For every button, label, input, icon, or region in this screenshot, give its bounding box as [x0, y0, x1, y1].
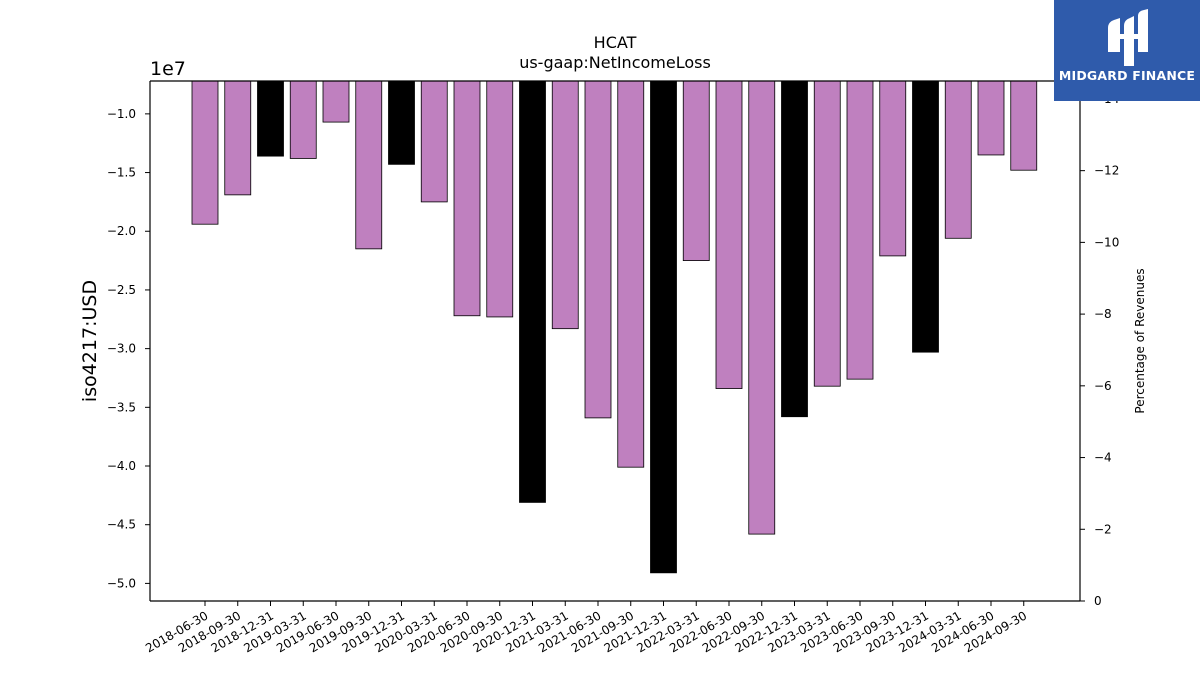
bar: [846, 80, 874, 380]
y2-tick-label: −2: [1094, 522, 1112, 536]
y2-axis-label: Percentage of Revenues: [1133, 268, 1147, 413]
brand-name: MIDGARD FINANCE: [1058, 68, 1196, 83]
y-tick-label: −5.0: [107, 576, 136, 590]
bar: [944, 80, 972, 239]
bar: [322, 80, 350, 123]
y-tick-label: −4.5: [107, 518, 136, 532]
bar: [682, 80, 710, 261]
bar: [551, 80, 579, 330]
y2-tick-label: −12: [1094, 164, 1119, 178]
bar: [1010, 80, 1038, 171]
bar: [813, 80, 841, 387]
y-tick-label: −4.0: [107, 459, 136, 473]
chart-subtitle: us-gaap:NetIncomeLoss: [519, 53, 711, 72]
bar: [453, 80, 481, 317]
y2-tick-label: −4: [1094, 451, 1112, 465]
y-tick-label: −3.0: [107, 342, 136, 356]
y-scale-label: 1e7: [150, 58, 186, 80]
bar: [519, 80, 546, 503]
bar: [420, 80, 448, 203]
bar: [617, 80, 645, 468]
midgard-logo-icon: [1108, 9, 1148, 66]
y2-ticks-group: 0−2−4−6−8−10−12−14: [1080, 92, 1119, 608]
bar: [879, 80, 907, 257]
y2-tick-label: −8: [1094, 307, 1112, 321]
bar: [191, 80, 219, 225]
brand-logo: MIDGARD FINANCE: [1054, 0, 1200, 101]
y2-tick-label: 0: [1094, 594, 1102, 608]
y2-tick-label: −10: [1094, 235, 1119, 249]
bar: [781, 80, 808, 418]
y-tick-label: −1.0: [107, 107, 136, 121]
y-tick-label: −3.5: [107, 400, 136, 414]
y-tick-label: −2.5: [107, 283, 136, 297]
y-axis-label: iso4217:USD: [79, 280, 101, 402]
chart-title: HCAT: [594, 33, 637, 52]
bar: [257, 80, 284, 157]
x-ticks-group: 2018-06-302018-09-302018-12-312019-03-31…: [143, 601, 1029, 655]
bar: [748, 80, 776, 535]
bar: [912, 80, 939, 353]
bar: [584, 80, 612, 419]
bar: [224, 80, 252, 196]
bars-group: [191, 80, 1038, 574]
bar: [355, 80, 383, 250]
y2-tick-label: −6: [1094, 379, 1112, 393]
y-tick-label: −2.0: [107, 224, 136, 238]
y-tick-label: −1.5: [107, 166, 136, 180]
bar: [650, 80, 677, 574]
bar: [715, 80, 743, 389]
bar: [289, 80, 317, 159]
bar: [388, 80, 415, 165]
bar: [486, 80, 514, 318]
y-ticks-group: −1.0 −1.5 −2.0 −2.5 −3.0 −3.5 −4.0 −4.5 −5.0: [107, 107, 150, 590]
bar: [977, 80, 1005, 156]
